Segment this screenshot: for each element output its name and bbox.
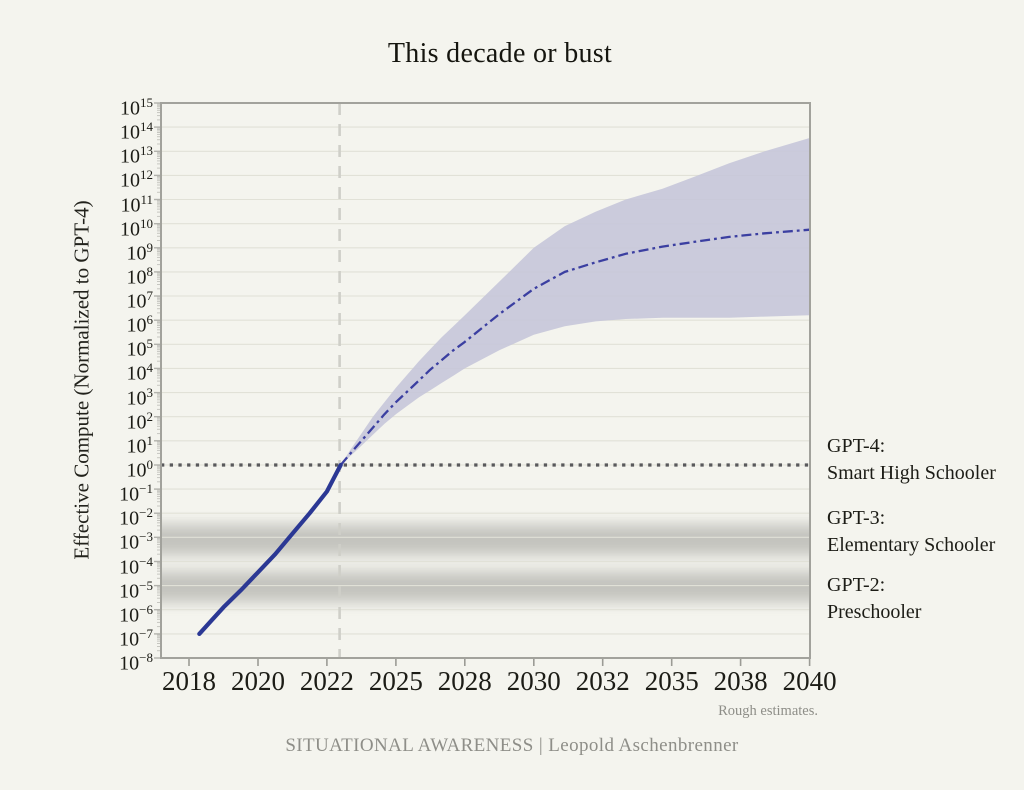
annotation-gpt2-desc: Preschooler xyxy=(827,600,922,623)
footer-attribution: SITUATIONAL AWARENESS | Leopold Aschenbr… xyxy=(285,735,739,756)
y-tick-label: 1012 xyxy=(120,167,153,193)
y-tick-label: 1011 xyxy=(120,191,153,217)
y-tick-label: 108 xyxy=(126,263,154,289)
y-tick-label: 104 xyxy=(126,360,154,386)
gridlines-group xyxy=(161,126,810,635)
capability-band xyxy=(161,567,810,607)
x-tick-label: 2018 xyxy=(162,666,216,696)
y-tick-label: 1015 xyxy=(120,95,153,120)
annotation-gpt3-desc: Elementary Schooler xyxy=(827,533,996,556)
annotation-gpt4: GPT-4: Smart High Schooler xyxy=(827,433,996,486)
y-tick-label: 10−1 xyxy=(119,481,153,506)
y-tick-label: 10−2 xyxy=(119,505,153,530)
x-tick-label: 2035 xyxy=(644,666,699,696)
annotation-gpt2: GPT-2: Preschooler xyxy=(827,572,921,625)
y-tick-label: 105 xyxy=(126,336,154,361)
x-tick-label: 2040 xyxy=(782,666,837,696)
y-tick-label: 102 xyxy=(126,408,154,434)
capability-band xyxy=(161,520,810,560)
y-tick-label: 10−6 xyxy=(119,601,153,627)
historical-line xyxy=(197,462,343,636)
y-tick-label: 1013 xyxy=(120,143,153,168)
y-tick-label: 101 xyxy=(126,432,154,458)
y-tick-label: 10−8 xyxy=(119,650,153,675)
annotation-gpt2-label: GPT-2: xyxy=(827,574,886,596)
annotation-gpt4-desc: Smart High Schooler xyxy=(827,461,996,484)
y-tick-label: 103 xyxy=(126,384,154,410)
annotation-gpt3: GPT-3: Elementary Schooler xyxy=(827,505,995,558)
x-tick-label: 2028 xyxy=(437,666,492,696)
annotation-gpt3-label: GPT-3: xyxy=(827,507,886,529)
x-tick-label: 2022 xyxy=(299,666,354,696)
x-tick-label: 2025 xyxy=(368,666,423,696)
y-tick-label: 1010 xyxy=(120,215,153,241)
y-tick-label: 10−3 xyxy=(119,529,153,554)
x-tick-label: 2032 xyxy=(575,666,630,696)
y-tick-label: 100 xyxy=(126,457,154,482)
y-tick-label: 10−5 xyxy=(119,577,153,603)
y-tick-label: 10−4 xyxy=(119,553,153,579)
annotation-gpt4-label: GPT-4: xyxy=(827,435,886,457)
rough-estimates-note: Rough estimates. xyxy=(718,703,818,719)
x-tick-label: 2020 xyxy=(231,666,285,696)
y-tick-label: 10−7 xyxy=(119,625,153,651)
uncertainty-band xyxy=(340,138,810,465)
y-tick-label: 109 xyxy=(126,239,154,265)
projection-median-line xyxy=(339,228,810,466)
y-tick-label: 107 xyxy=(126,288,154,313)
x-tick-label: 2038 xyxy=(713,666,768,696)
x-tick-label: 2030 xyxy=(506,666,561,696)
plot-border xyxy=(160,102,811,659)
y-tick-label: 1014 xyxy=(120,119,153,144)
chart-title: This decade or bust xyxy=(387,38,613,69)
y-tick-label: 106 xyxy=(126,312,154,337)
